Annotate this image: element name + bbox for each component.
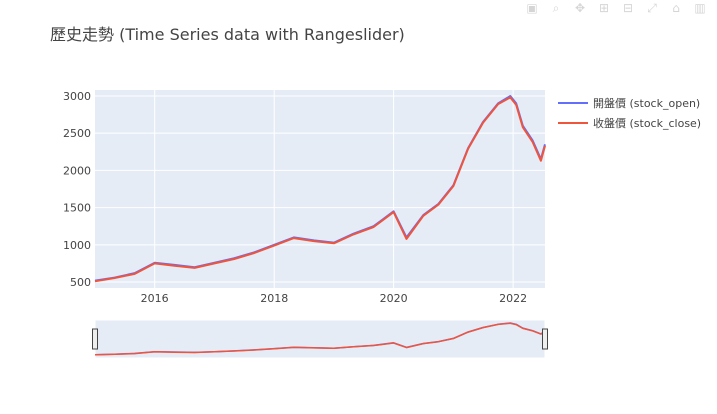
rangeslider-series — [94, 322, 546, 356]
y-tick-label: 2500 — [63, 127, 91, 140]
y-tick-label: 3000 — [63, 90, 91, 103]
y-tick-label: 500 — [70, 276, 91, 289]
x-tick-label: 2020 — [380, 292, 408, 305]
zoom-out-icon[interactable]: ⊟ — [622, 1, 634, 15]
plotly-logo-icon[interactable]: ▥ — [694, 1, 706, 15]
grid — [95, 90, 545, 288]
legend-label-close: 收盤價 (stock_close) — [593, 116, 701, 130]
rangeslider-handle-left[interactable] — [92, 328, 98, 350]
chart-title: 歷史走勢 (Time Series data with Rangeslider) — [50, 25, 405, 44]
y-tick-label: 1500 — [63, 202, 91, 215]
autoscale-icon[interactable]: ⤢ — [647, 1, 657, 15]
zoom-icon[interactable]: ⌕ — [552, 1, 560, 15]
camera-icon[interactable]: ▣ — [526, 1, 538, 15]
x-tick-label: 2018 — [260, 292, 288, 305]
x-axis: 2016 2018 2020 2022 — [141, 292, 527, 305]
legend: 開盤價 (stock_open) 收盤價 (stock_close) — [558, 96, 701, 130]
y-axis: 500 1000 1500 2000 2500 3000 — [63, 90, 91, 289]
legend-item-close[interactable]: 收盤價 (stock_close) — [558, 116, 701, 130]
y-tick-label: 2000 — [63, 164, 91, 177]
modebar: ▣ ⌕ ✥ ⊞ ⊟ ⤢ ⌂ ▥ — [523, 0, 709, 16]
rangeslider-handle-right[interactable] — [542, 328, 548, 350]
series-main — [94, 95, 546, 283]
legend-label-open: 開盤價 (stock_open) — [593, 96, 700, 110]
pan-icon[interactable]: ✥ — [574, 1, 586, 15]
x-tick-label: 2022 — [499, 292, 527, 305]
reset-axes-icon[interactable]: ⌂ — [672, 1, 680, 15]
series-line-close[interactable] — [94, 96, 546, 283]
y-tick-label: 1000 — [63, 239, 91, 252]
x-tick-label: 2016 — [141, 292, 169, 305]
rangeslider-line-close — [94, 322, 546, 356]
zoom-in-icon[interactable]: ⊞ — [598, 1, 610, 15]
plot-area[interactable] — [95, 90, 545, 288]
legend-item-open[interactable]: 開盤價 (stock_open) — [558, 96, 700, 110]
